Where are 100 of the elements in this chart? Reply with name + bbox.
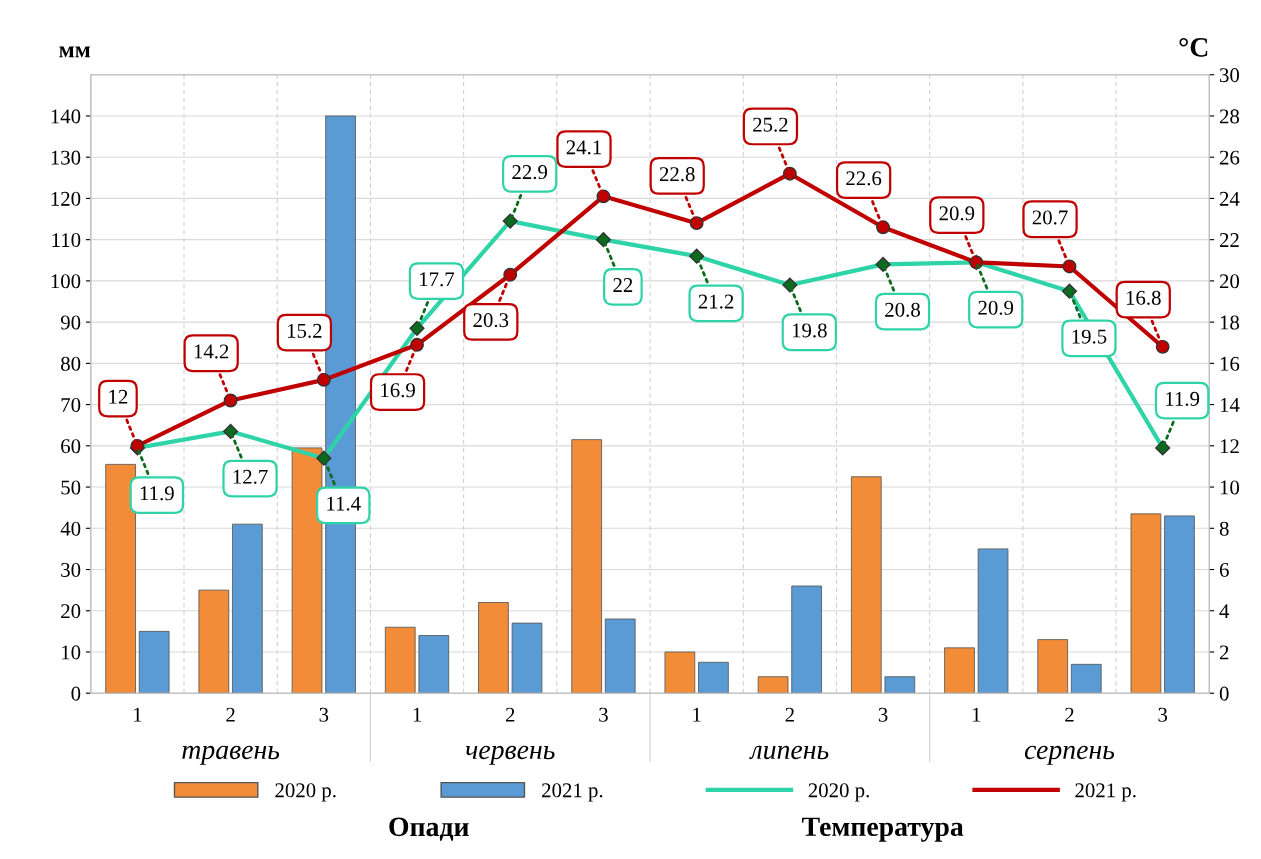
x-tick-label: 2 [505, 707, 515, 722]
data-label: 24.1 [566, 140, 601, 155]
y-tick-label: 90 [60, 315, 81, 330]
y-tick-label: 60 [61, 439, 81, 454]
x-tick-label: 3 [878, 707, 888, 722]
data-label: 25.2 [753, 117, 788, 132]
data-label: 12.7 [233, 469, 268, 484]
bar [198, 589, 230, 694]
y2-tick-label: 6 [1219, 562, 1229, 577]
bar [138, 630, 170, 694]
data-label: 20.3 [473, 313, 509, 328]
data-label: 11.9 [140, 486, 174, 501]
y2-tick-label: 16 [1220, 356, 1240, 371]
bar [384, 626, 416, 694]
y-tick-label: 10 [62, 645, 81, 660]
y2-tick-label: 2 [1219, 645, 1229, 660]
bar [571, 439, 602, 694]
y2-tick-label: 30 [1220, 68, 1240, 83]
data-label: 16.8 [1126, 290, 1161, 305]
y2-tick-label: 24 [1219, 191, 1240, 206]
data-label: 11.9 [1166, 391, 1200, 406]
x-tick-label: 2 [226, 707, 235, 722]
y-tick-label: 30 [61, 562, 81, 577]
point [1155, 339, 1170, 354]
y-tick-label: 0 [71, 686, 81, 701]
y-tick-label: 50 [61, 480, 81, 495]
bar [1164, 515, 1195, 694]
y2-tick-label: 8 [1219, 521, 1229, 536]
data-label: 12 [109, 389, 128, 404]
bar [1130, 513, 1162, 694]
data-label: 15.2 [287, 323, 322, 338]
y2-tick-label: 14 [1220, 398, 1240, 412]
x-tick-label: 1 [693, 707, 701, 722]
data-label: 19.8 [792, 323, 827, 338]
y2-tick-label: 22 [1219, 233, 1239, 247]
y2-tick-label: 26 [1219, 150, 1240, 165]
x-tick-label: 3 [1158, 707, 1168, 722]
data-label: 22 [613, 278, 633, 292]
text: Температура [802, 817, 964, 842]
bar [604, 618, 636, 694]
data-label: 22.6 [846, 171, 882, 186]
y-tick-label: 120 [51, 191, 81, 206]
x-tick-label: 3 [599, 707, 608, 722]
text: травень [182, 745, 280, 765]
bar [232, 523, 263, 694]
data-label: 20.9 [939, 206, 975, 221]
bar [1070, 663, 1102, 694]
point [410, 337, 424, 352]
y-tick-label: 80 [61, 356, 81, 371]
legend-label: 2020 р. [808, 783, 869, 802]
text: липень [749, 745, 829, 760]
data-label: 20.8 [885, 302, 920, 317]
x-tick-label: 1 [134, 707, 142, 722]
y-tick-label: 40 [60, 521, 81, 536]
text: червень [465, 745, 555, 765]
y2-tick-label: 18 [1220, 315, 1240, 330]
legend-label: 2021 р. [1075, 783, 1136, 802]
data-label: 17.7 [420, 272, 455, 287]
y2-tick-label: 0 [1219, 686, 1229, 701]
y2-tick-label: 28 [1219, 109, 1240, 124]
x-tick-label: 1 [413, 707, 421, 722]
y2-tick-label: 10 [1220, 480, 1240, 495]
data-label: 16.9 [381, 383, 415, 398]
y2-tick-label: 4 [1219, 604, 1230, 618]
y-tick-label: 20 [61, 604, 81, 619]
bar [977, 548, 1009, 694]
data-label: 20.7 [1032, 210, 1068, 225]
bar [478, 602, 509, 694]
point [316, 372, 331, 387]
x-tick-label: 2 [785, 707, 794, 722]
bar [791, 585, 822, 694]
bar [884, 676, 916, 694]
legend-label: 2020 р. [275, 783, 336, 802]
bar [850, 476, 882, 694]
bar [291, 447, 323, 694]
bar [944, 647, 975, 694]
text: Опади [389, 817, 469, 841]
data-label: 22.9 [512, 165, 548, 180]
data-label: 22.8 [659, 167, 695, 182]
x-tick-label: 1 [972, 707, 981, 722]
y-tick-label: 70 [61, 397, 81, 413]
y-tick-label: 130 [51, 150, 81, 165]
bar [664, 651, 696, 694]
data-label: 21.2 [698, 294, 734, 309]
data-label: 20.9 [978, 300, 1014, 315]
bar [698, 661, 729, 694]
bar [418, 635, 450, 694]
y-axis-title: мм [59, 46, 91, 58]
y2-axis-title: °C [1179, 37, 1208, 57]
y-tick-label: 110 [52, 233, 81, 248]
point [503, 267, 518, 282]
bar [511, 622, 543, 694]
legend-label: 2021 р. [542, 783, 603, 802]
x-tick-label: 2 [1065, 707, 1074, 722]
y2-tick-label: 12 [1220, 439, 1239, 454]
text: серпень [1024, 745, 1115, 765]
bar [105, 463, 136, 694]
bar [757, 676, 789, 694]
point [876, 220, 891, 235]
data-label: 11.4 [327, 496, 361, 511]
